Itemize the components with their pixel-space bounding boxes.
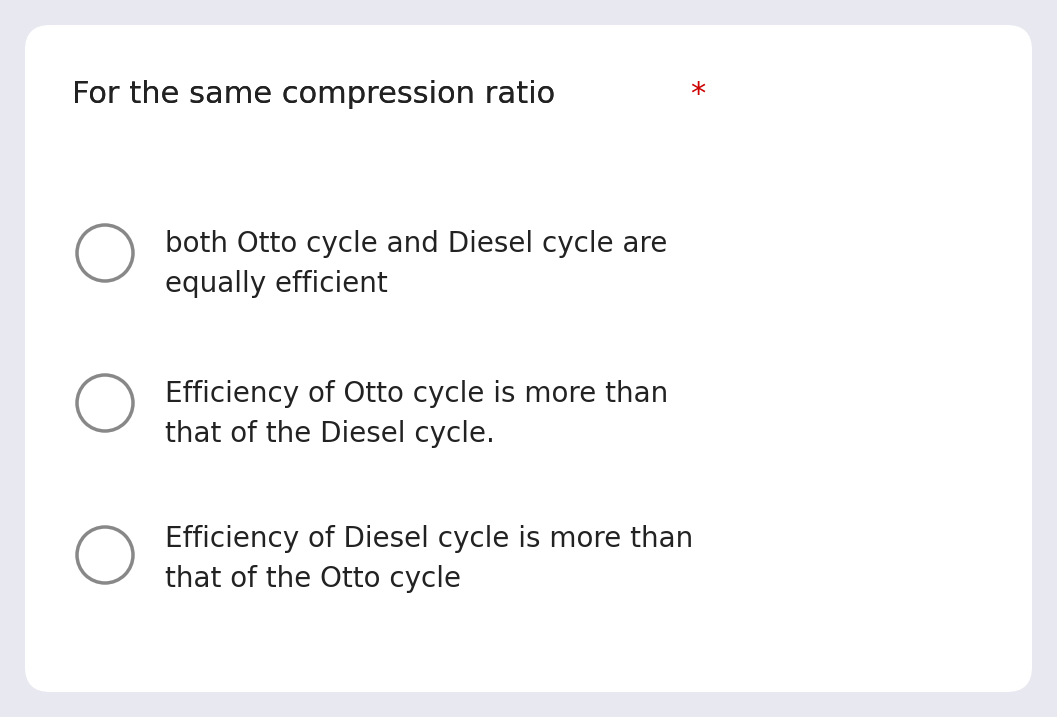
Text: For the same compression ratio: For the same compression ratio: [72, 80, 564, 109]
Text: For the same compression ratio: For the same compression ratio: [72, 80, 564, 109]
Text: Efficiency of Diesel cycle is more than
that of the Otto cycle: Efficiency of Diesel cycle is more than …: [165, 525, 693, 593]
FancyBboxPatch shape: [25, 25, 1032, 692]
Text: both Otto cycle and Diesel cycle are
equally efficient: both Otto cycle and Diesel cycle are equ…: [165, 230, 667, 298]
Text: Efficiency of Otto cycle is more than
that of the Diesel cycle.: Efficiency of Otto cycle is more than th…: [165, 380, 668, 448]
Text: *: *: [690, 80, 705, 109]
